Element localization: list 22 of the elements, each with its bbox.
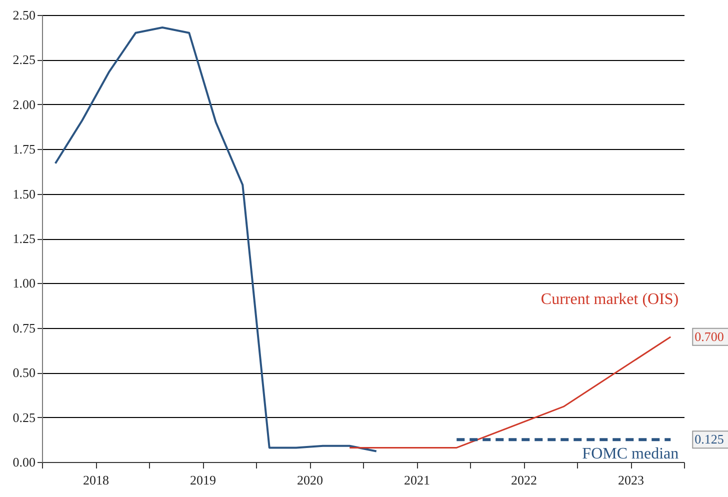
y-tick-label: 1.75 xyxy=(12,142,36,157)
y-tick-label: 2.25 xyxy=(12,52,36,68)
x-tick-label: 2023 xyxy=(618,472,644,488)
y-tick-label: 2.50 xyxy=(12,8,36,22)
line-series xyxy=(54,26,378,452)
x-tick-label: 2021 xyxy=(404,472,430,488)
x-tick-label: 2020 xyxy=(297,472,323,488)
y-tick-label: 0.25 xyxy=(12,410,36,425)
y-tick-label: 1.00 xyxy=(12,276,36,291)
x-tick-label: 2019 xyxy=(190,472,216,488)
data-label: 0.700 xyxy=(694,328,724,344)
data-label: 0.125 xyxy=(694,432,724,447)
y-tick-label: 2.00 xyxy=(12,96,36,112)
series-label: FOMC median xyxy=(582,446,679,463)
series-label: Current market (OIS) xyxy=(540,290,679,308)
y-tick-label: 1.25 xyxy=(12,231,36,246)
y-tick-label: 0.75 xyxy=(12,320,36,336)
y-tick-label: 0.50 xyxy=(12,365,36,380)
y-tick-label: 0.00 xyxy=(12,454,36,470)
y-tick-label: 1.50 xyxy=(12,186,36,202)
x-tick-label: 2022 xyxy=(511,472,537,488)
x-tick-label: 2018 xyxy=(83,472,109,488)
